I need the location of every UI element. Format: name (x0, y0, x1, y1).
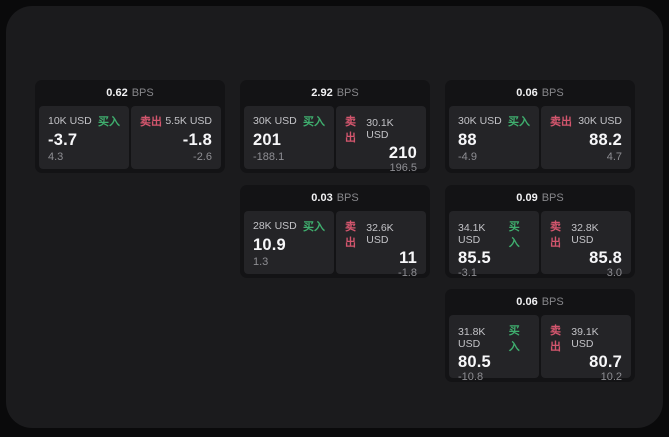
buy-label: 买入 (303, 116, 325, 128)
bps-header: 0.03 BPS (240, 185, 430, 211)
sell-label: 卖出 (345, 221, 356, 249)
buy-delta: -3.1 (458, 266, 477, 279)
buy-price: 201 (253, 130, 282, 149)
bps-unit-label: BPS (541, 192, 564, 204)
buy-label: 买入 (303, 221, 325, 233)
buy-size: 28K USD (253, 220, 297, 232)
buy-delta: -4.9 (458, 151, 477, 163)
buy-panel[interactable]: 10K USD 买入 -3.7 4.3 (39, 106, 129, 169)
buy-size: 34.1K USD (458, 222, 486, 246)
sell-delta: 196.5 (389, 161, 417, 174)
buy-panel[interactable]: 28K USD 买入 10.9 1.3 (244, 211, 334, 274)
dashboard-panel: 0.62 BPS 10K USD 买入 -3.7 4.3 卖出 5.5K USD… (6, 6, 663, 428)
bps-value: 0.06 (516, 296, 538, 308)
sell-delta: -1.8 (398, 266, 417, 279)
bps-unit-label: BPS (336, 192, 359, 204)
bps-header: 0.06 BPS (445, 80, 635, 106)
bps-value: 0.09 (516, 192, 538, 204)
sell-size: 32.8K USD (571, 222, 599, 246)
quote-card[interactable]: 0.06 BPS 30K USD 买入 88 -4.9 卖出 30K USD 8… (445, 80, 635, 173)
bps-unit-label: BPS (336, 87, 359, 99)
sell-label: 卖出 (345, 116, 356, 144)
sell-size: 5.5K USD (165, 115, 212, 127)
bps-value: 2.92 (311, 87, 333, 99)
sell-price: 88.2 (589, 130, 622, 149)
buy-label: 买入 (98, 116, 120, 128)
bps-value: 0.03 (311, 192, 333, 204)
buy-price: 88 (458, 130, 477, 149)
buy-size: 30K USD (458, 115, 502, 127)
sell-label: 卖出 (550, 221, 561, 249)
sell-panel[interactable]: 卖出 39.1K USD 80.7 10.2 (541, 315, 631, 382)
buy-price: 85.5 (458, 249, 491, 267)
buy-panel[interactable]: 30K USD 买入 88 -4.9 (449, 106, 539, 169)
sell-label: 卖出 (550, 116, 572, 128)
sell-price: 11 (399, 249, 417, 267)
bps-value: 0.62 (106, 87, 128, 99)
sell-panel[interactable]: 卖出 30.1K USD 210 196.5 (336, 106, 426, 173)
sell-price: 210 (388, 144, 417, 162)
quote-card[interactable]: 0.09 BPS 34.1K USD 买入 85.5 -3.1 卖出 32.8K… (445, 185, 635, 278)
bps-header: 0.62 BPS (35, 80, 225, 106)
sell-panel[interactable]: 卖出 30K USD 88.2 4.7 (541, 106, 631, 169)
quote-card[interactable]: 0.06 BPS 31.8K USD 买入 80.5 -10.8 卖出 39.1… (445, 289, 635, 382)
bps-unit-label: BPS (541, 296, 564, 308)
quote-card[interactable]: 2.92 BPS 30K USD 买入 201 -188.1 卖出 30.1K … (240, 80, 430, 173)
sell-panel[interactable]: 卖出 32.8K USD 85.8 3.0 (541, 211, 631, 278)
buy-price: -3.7 (48, 130, 78, 149)
sell-size: 30.1K USD (366, 117, 394, 141)
sell-delta: -2.6 (193, 151, 212, 163)
quote-card[interactable]: 0.62 BPS 10K USD 买入 -3.7 4.3 卖出 5.5K USD… (35, 80, 225, 173)
buy-size: 31.8K USD (458, 326, 486, 350)
buy-delta: -10.8 (458, 370, 484, 383)
sell-size: 39.1K USD (571, 326, 599, 350)
sell-label: 卖出 (550, 325, 561, 353)
buy-price: 80.5 (458, 353, 491, 371)
bps-value: 0.06 (516, 87, 538, 99)
bps-header: 0.06 BPS (445, 289, 635, 315)
buy-panel[interactable]: 34.1K USD 买入 85.5 -3.1 (449, 211, 539, 278)
buy-size: 30K USD (253, 115, 297, 127)
sell-price: 85.8 (589, 249, 622, 267)
bps-unit-label: BPS (131, 87, 154, 99)
buy-label: 买入 (508, 221, 520, 249)
sell-label: 卖出 (140, 116, 162, 128)
sell-panel[interactable]: 卖出 5.5K USD -1.8 -2.6 (131, 106, 221, 169)
bps-header: 2.92 BPS (240, 80, 430, 106)
quote-card[interactable]: 0.03 BPS 28K USD 买入 10.9 1.3 卖出 32.6K US… (240, 185, 430, 278)
sell-size: 30K USD (578, 115, 622, 127)
sell-price: -1.8 (182, 130, 212, 149)
buy-delta: 1.3 (253, 256, 269, 268)
buy-size: 10K USD (48, 115, 92, 127)
sell-delta: 10.2 (600, 370, 622, 383)
buy-delta: -188.1 (253, 151, 285, 163)
sell-panel[interactable]: 卖出 32.6K USD 11 -1.8 (336, 211, 426, 278)
sell-delta: 4.7 (606, 151, 622, 163)
buy-label: 买入 (508, 116, 530, 128)
sell-size: 32.6K USD (366, 222, 394, 246)
sell-delta: 3.0 (606, 266, 622, 279)
buy-price: 10.9 (253, 235, 286, 254)
bps-header: 0.09 BPS (445, 185, 635, 211)
buy-label: 买入 (508, 325, 520, 353)
buy-panel[interactable]: 30K USD 买入 201 -188.1 (244, 106, 334, 169)
buy-panel[interactable]: 31.8K USD 买入 80.5 -10.8 (449, 315, 539, 382)
bps-unit-label: BPS (541, 87, 564, 99)
sell-price: 80.7 (589, 353, 622, 371)
buy-delta: 4.3 (48, 151, 64, 163)
